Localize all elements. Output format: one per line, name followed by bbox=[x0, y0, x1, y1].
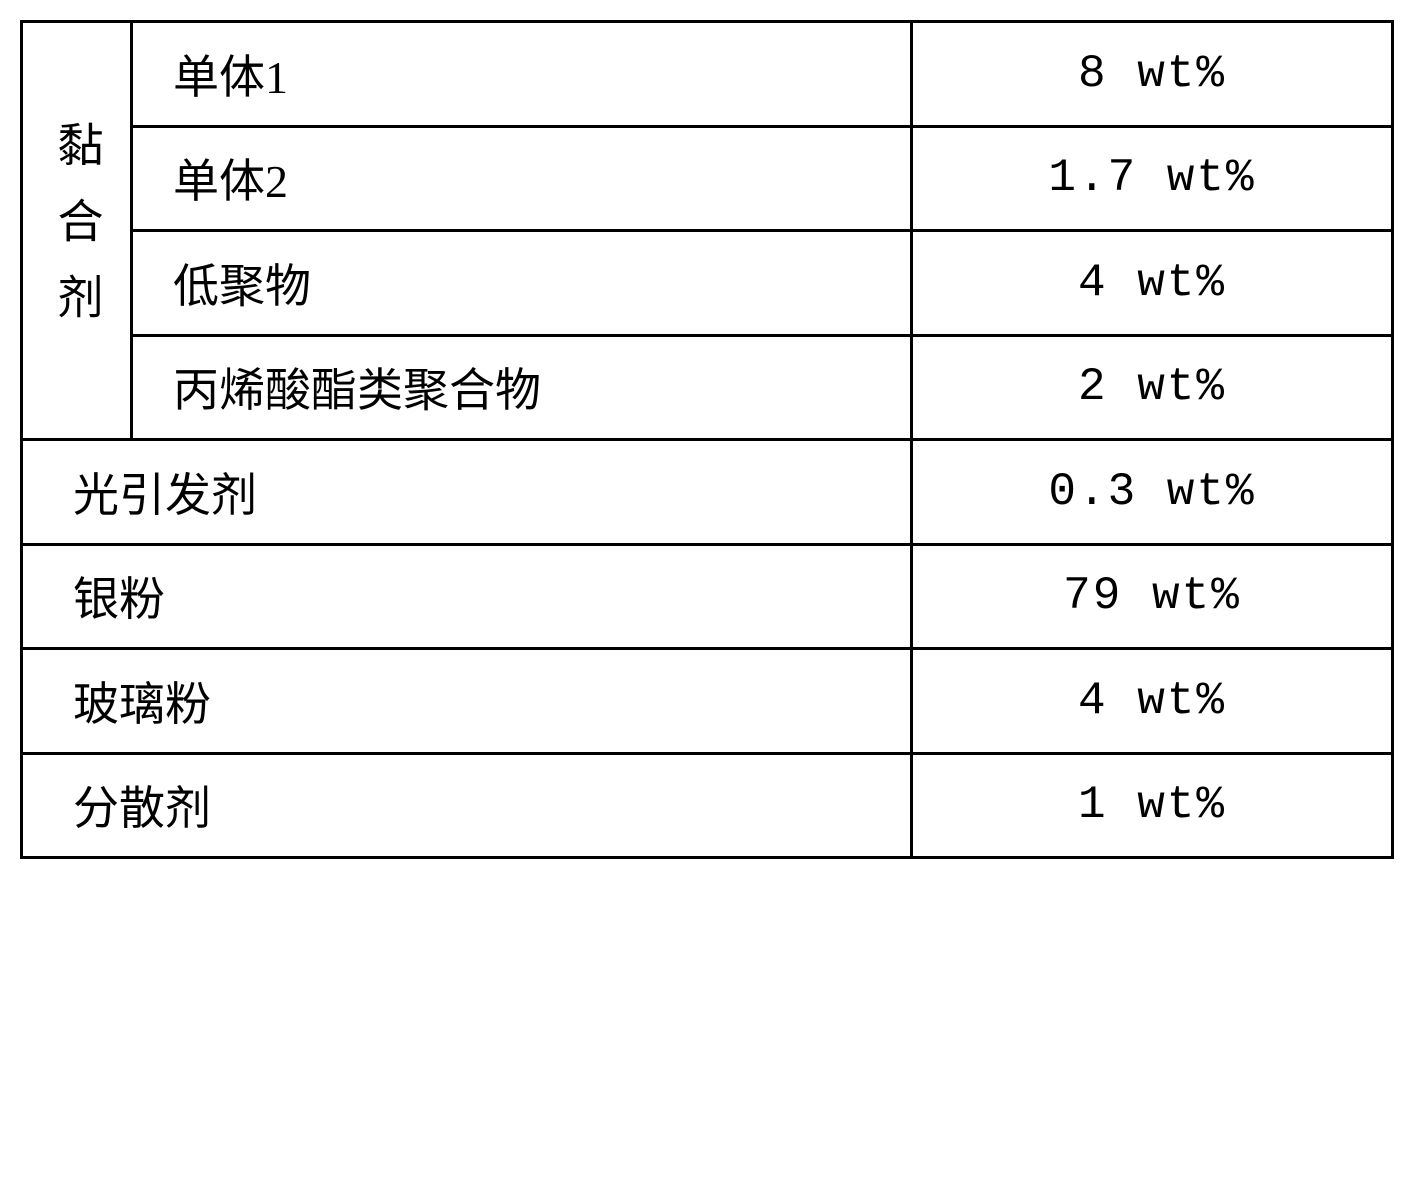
component-value-cell: 1.7 wt% bbox=[912, 126, 1393, 231]
table-row: 玻璃粉 4 wt% bbox=[22, 649, 1393, 754]
component-name: 分散剂 bbox=[73, 783, 211, 834]
binder-label: 黏合剂 bbox=[44, 18, 110, 433]
component-value-cell: 1 wt% bbox=[912, 753, 1393, 858]
component-value: 4 wt% bbox=[1078, 257, 1226, 309]
component-name: 玻璃粉 bbox=[73, 679, 211, 730]
component-name: 单体1 bbox=[173, 52, 288, 103]
component-value-cell: 2 wt% bbox=[912, 335, 1393, 440]
component-name-cell: 低聚物 bbox=[132, 231, 912, 336]
component-value-cell: 4 wt% bbox=[912, 231, 1393, 336]
component-name-cell: 分散剂 bbox=[22, 753, 912, 858]
binder-rowspan-cell: 黏合剂 bbox=[22, 22, 132, 440]
component-value-cell: 4 wt% bbox=[912, 649, 1393, 754]
component-value: 4 wt% bbox=[1078, 675, 1226, 727]
table-row: 光引发剂 0.3 wt% bbox=[22, 440, 1393, 545]
component-value-cell: 0.3 wt% bbox=[912, 440, 1393, 545]
component-name: 丙烯酸酯类聚合物 bbox=[173, 365, 541, 416]
component-name-cell: 丙烯酸酯类聚合物 bbox=[132, 335, 912, 440]
component-value: 1 wt% bbox=[1078, 779, 1226, 831]
component-value: 1.7 wt% bbox=[1048, 152, 1255, 204]
table-row: 银粉 79 wt% bbox=[22, 544, 1393, 649]
component-name: 低聚物 bbox=[173, 261, 311, 312]
component-name-cell: 单体2 bbox=[132, 126, 912, 231]
table-row: 分散剂 1 wt% bbox=[22, 753, 1393, 858]
composition-table-container: 黏合剂 单体1 8 wt% 单体2 1.7 wt% 低聚物 bbox=[20, 20, 1391, 859]
component-name: 单体2 bbox=[173, 156, 288, 207]
component-name-cell: 光引发剂 bbox=[22, 440, 912, 545]
component-name: 银粉 bbox=[73, 574, 165, 625]
composition-table: 黏合剂 单体1 8 wt% 单体2 1.7 wt% 低聚物 bbox=[20, 20, 1394, 859]
component-value: 0.3 wt% bbox=[1048, 466, 1255, 518]
component-value: 2 wt% bbox=[1078, 361, 1226, 413]
component-name-cell: 单体1 bbox=[132, 22, 912, 127]
component-value-cell: 79 wt% bbox=[912, 544, 1393, 649]
table-row: 低聚物 4 wt% bbox=[22, 231, 1393, 336]
component-name-cell: 银粉 bbox=[22, 544, 912, 649]
component-name: 光引发剂 bbox=[73, 470, 257, 521]
component-value: 8 wt% bbox=[1078, 48, 1226, 100]
component-value: 79 wt% bbox=[1063, 570, 1241, 622]
table-row: 黏合剂 单体1 8 wt% bbox=[22, 22, 1393, 127]
component-name-cell: 玻璃粉 bbox=[22, 649, 912, 754]
component-value-cell: 8 wt% bbox=[912, 22, 1393, 127]
table-row: 单体2 1.7 wt% bbox=[22, 126, 1393, 231]
table-row: 丙烯酸酯类聚合物 2 wt% bbox=[22, 335, 1393, 440]
